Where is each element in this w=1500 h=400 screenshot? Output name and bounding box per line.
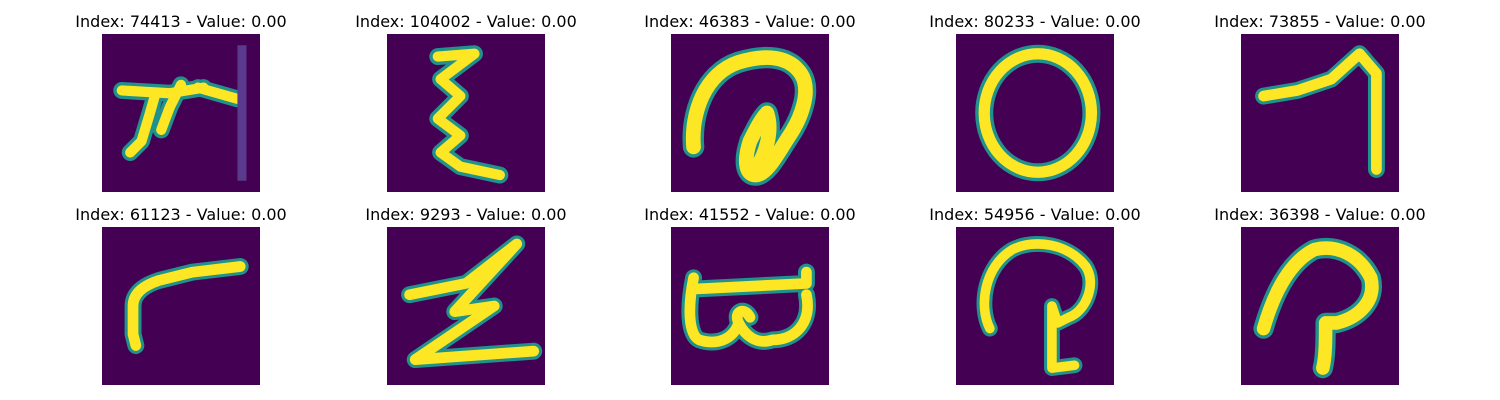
panel-title: Index: 80233 - Value: 0.00 [905,12,1165,31]
char-73855-icon [1241,34,1399,192]
panel-4: Index: 80233 - Value: 0.00 [905,0,1165,180]
panel-title: Index: 73855 - Value: 0.00 [1190,12,1450,31]
char-41552-icon [671,227,829,385]
panel-6: Index: 61123 - Value: 0.00 [51,193,311,373]
char-80233-icon [956,34,1114,192]
char-104002-icon [387,34,545,192]
panel-9: Index: 54956 - Value: 0.00 [905,193,1165,373]
panel-3: Index: 46383 - Value: 0.00 [620,0,880,180]
char-54956-icon [956,227,1114,385]
panel-title: Index: 46383 - Value: 0.00 [620,12,880,31]
panel-5: Index: 73855 - Value: 0.00 [1190,0,1450,180]
panel-title: Index: 61123 - Value: 0.00 [51,205,311,224]
panel-7: Index: 9293 - Value: 0.00 [336,193,596,373]
panel-title: Index: 74413 - Value: 0.00 [51,12,311,31]
char-61123-icon [102,227,260,385]
panel-title: Index: 36398 - Value: 0.00 [1190,205,1450,224]
panel-title: Index: 54956 - Value: 0.00 [905,205,1165,224]
panel-2: Index: 104002 - Value: 0.00 [336,0,596,180]
panel-10: Index: 36398 - Value: 0.00 [1190,193,1450,373]
char-74413-icon [102,34,260,192]
char-46383-icon [671,34,829,192]
panel-1: Index: 74413 - Value: 0.00 [51,0,311,180]
char-9293-icon [387,227,545,385]
panel-title: Index: 104002 - Value: 0.00 [336,12,596,31]
panel-title: Index: 9293 - Value: 0.00 [336,205,596,224]
char-36398-icon [1241,227,1399,385]
panel-title: Index: 41552 - Value: 0.00 [620,205,880,224]
panel-8: Index: 41552 - Value: 0.00 [620,193,880,373]
